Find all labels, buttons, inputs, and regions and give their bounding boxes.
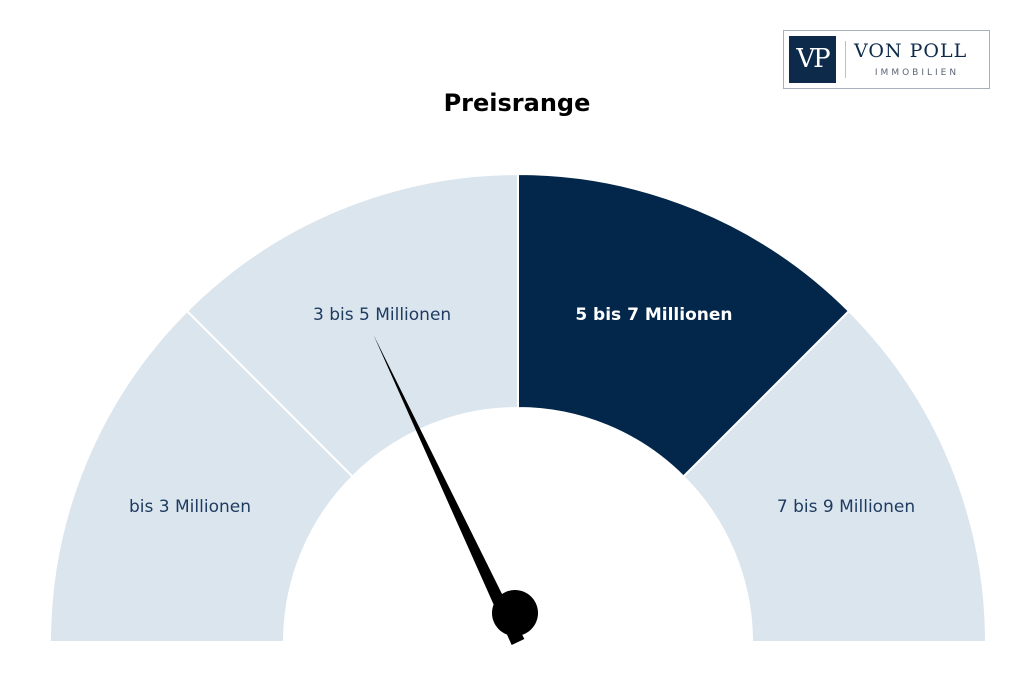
gauge-segment-3	[517, 172, 851, 478]
chart-title: Preisrange	[443, 89, 591, 117]
gauge-segment-label-1: bis 3 Millionen	[129, 497, 251, 517]
gauge-segment-label-2: 3 bis 5 Millionen	[313, 305, 451, 325]
von-poll-logo: VP VON POLL IMMOBILIEN	[783, 30, 990, 89]
logo-subtitle: IMMOBILIEN	[874, 68, 960, 78]
gauge-needle	[373, 334, 525, 645]
gauge-segment-label-4: 7 bis 9 Millionen	[777, 497, 915, 517]
gauge-segment-1	[48, 309, 354, 643]
logo-divider	[845, 41, 846, 78]
gauge-segment-label-3: 5 bis 7 Millionen	[575, 305, 732, 325]
logo-mark: VP	[789, 36, 836, 83]
logo-name: VON POLL	[854, 40, 968, 62]
gauge-segment-4	[682, 309, 988, 643]
gauge-needle-hub	[492, 590, 538, 636]
gauge-segment-2	[185, 172, 519, 478]
